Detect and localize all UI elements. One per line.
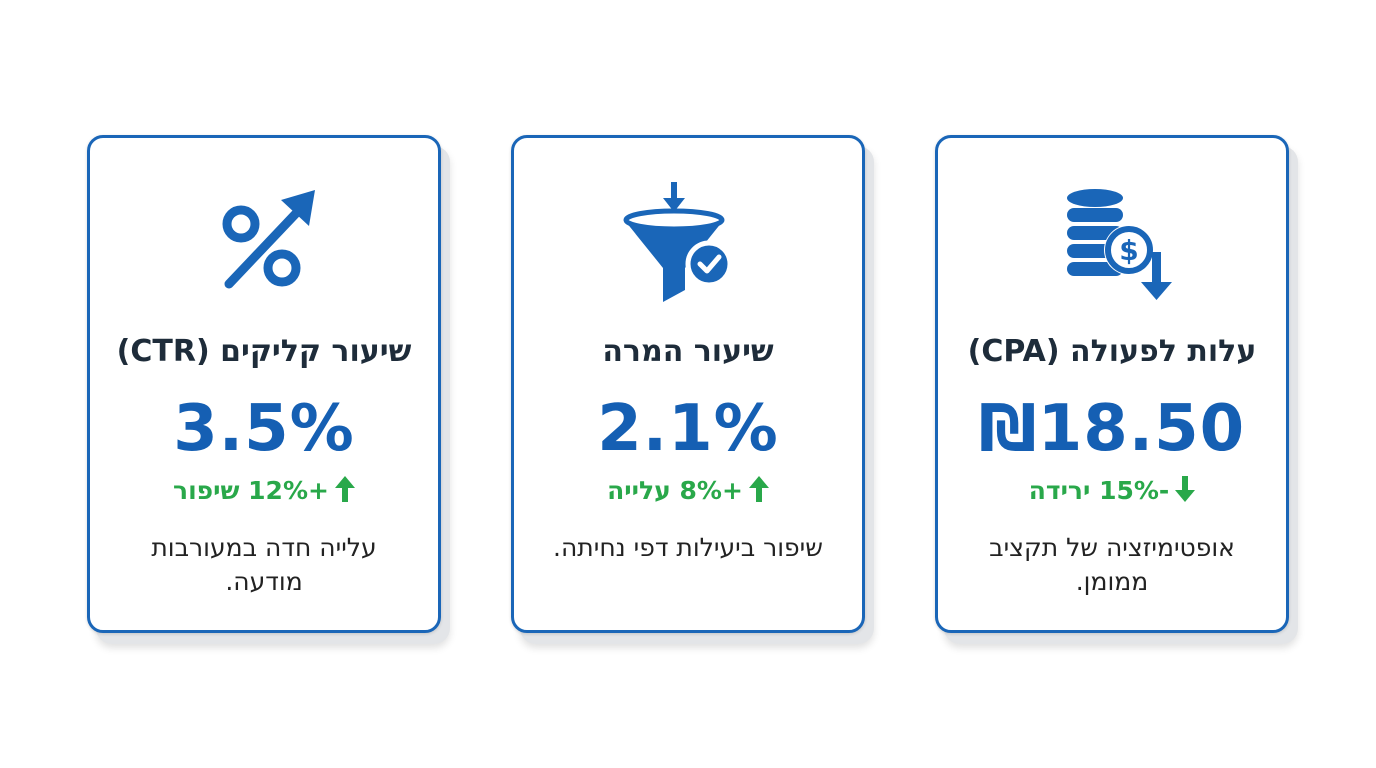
card-change: -15% ירידה — [938, 476, 1286, 508]
card-change-text: -15% ירידה — [1028, 476, 1170, 505]
card-description: עלייה חדה במעורבות מודעה. — [151, 533, 377, 596]
card-change-text: +12% שיפור — [173, 476, 329, 505]
card-body: שיעור קליקים (CTR) 3.5% +12% שיפור עלייה… — [87, 135, 441, 633]
card-change: +12% שיפור — [90, 476, 438, 508]
card-body: $ עלות לפעולה (CPA) ₪18.50 -15% ירידה או… — [935, 135, 1289, 633]
card-change: +8% עלייה — [514, 476, 862, 508]
card-change-text: +8% עלייה — [607, 476, 743, 505]
coins-dollar-down-icon: $ — [1047, 178, 1177, 308]
arrow-down-icon — [1175, 476, 1196, 508]
arrow-up-icon — [334, 476, 355, 508]
kpi-card-cpa: $ עלות לפעולה (CPA) ₪18.50 -15% ירידה או… — [935, 135, 1298, 644]
card-value: ₪18.50 — [978, 392, 1246, 466]
percent-up-arrow-icon — [199, 178, 329, 308]
kpi-card-ctr: שיעור קליקים (CTR) 3.5% +12% שיפור עלייה… — [87, 135, 450, 644]
card-title: שיעור המרה — [602, 334, 774, 369]
card-description: שיפור ביעילות דפי נחיתה. — [553, 533, 823, 562]
kpi-card-conversion: שיעור המרה 2.1% +8% עלייה שיפור ביעילות … — [511, 135, 874, 644]
svg-text:$: $ — [1119, 234, 1138, 267]
arrow-up-icon — [748, 476, 769, 508]
card-value: 3.5% — [173, 392, 355, 466]
card-title: עלות לפעולה (CPA) — [967, 334, 1257, 369]
card-value: 2.1% — [597, 392, 779, 466]
card-description: אופטימיזציה של תקציב ממומן. — [989, 533, 1235, 596]
funnel-check-icon — [623, 178, 753, 308]
card-body: שיעור המרה 2.1% +8% עלייה שיפור ביעילות … — [511, 135, 865, 633]
card-title: שיעור קליקים (CTR) — [116, 334, 412, 369]
